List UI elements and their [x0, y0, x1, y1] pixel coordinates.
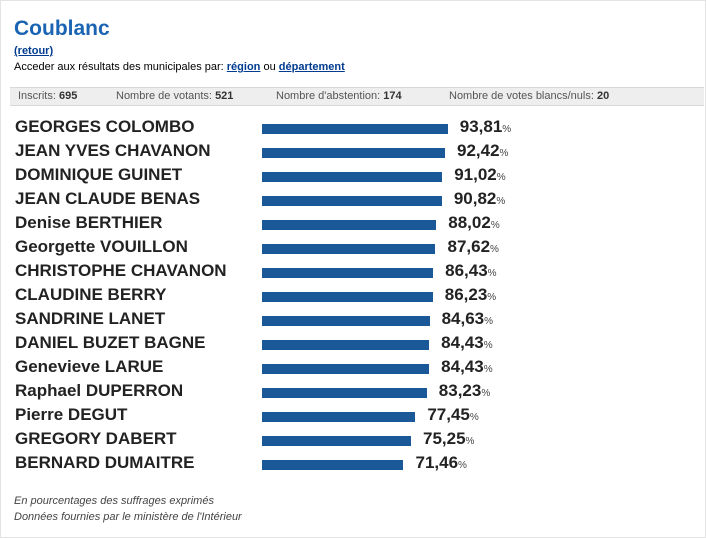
candidate-name: GEORGES COLOMBO — [15, 117, 195, 136]
departement-link[interactable]: département — [278, 61, 345, 73]
candidate-name: CHRISTOPHE CHAVANON — [15, 261, 227, 280]
back-link[interactable]: (retour) — [14, 45, 54, 57]
vote-percentage-value: 84,43 — [441, 357, 484, 376]
vote-percentage-value: 75,25 — [422, 429, 466, 448]
vote-percentage-value: 83,23 — [438, 381, 482, 400]
vote-bar — [262, 220, 437, 230]
stat-inscrits: Inscrits: 695 — [18, 90, 77, 102]
stat-abstention: Nombre d'abstention: 174 — [276, 90, 402, 102]
stat-abstention-value: 174 — [383, 90, 402, 102]
vote-bar — [262, 172, 443, 182]
vote-percentage: 71,46% — [415, 452, 466, 474]
vote-percentage: 93,81% — [460, 116, 511, 138]
vote-percentage-value: 84,63 — [441, 309, 485, 328]
vote-percentage-unit: % — [490, 244, 499, 255]
vote-bar — [262, 316, 430, 326]
vote-percentage-value: 84,43 — [441, 333, 484, 352]
stat-inscrits-label: Inscrits: — [18, 90, 56, 102]
access-results-line: Acceder aux résultats des municipales pa… — [14, 61, 345, 73]
vote-bar — [262, 412, 416, 422]
region-link[interactable]: région — [226, 61, 261, 73]
vote-percentage-value: 86,43 — [445, 261, 488, 280]
vote-percentage-unit: % — [465, 436, 475, 447]
candidate-name: JEAN CLAUDE BENAS — [15, 189, 201, 208]
stat-inscrits-value: 695 — [58, 90, 78, 102]
vote-percentage: 75,25% — [423, 428, 474, 450]
vote-percentage: 86,23% — [445, 284, 496, 306]
vote-percentage-value: 77,45 — [427, 405, 470, 424]
vote-percentage: 84,43% — [441, 356, 492, 378]
footnote-source: Données fournies par le ministère de l'I… — [14, 511, 242, 523]
vote-percentage-unit: % — [483, 340, 493, 351]
vote-percentage: 77,45% — [427, 404, 478, 426]
vote-bar — [262, 460, 404, 470]
candidate-name: Georgette VOUILLON — [15, 237, 188, 256]
stat-abstention-label: Nombre d'abstention: — [276, 90, 381, 102]
vote-percentage-unit: % — [484, 316, 494, 327]
candidate-name: BERNARD DUMAITRE — [15, 453, 195, 472]
vote-bar — [262, 244, 436, 254]
vote-percentage-value: 90,82 — [453, 189, 497, 208]
access-text: Acceder aux résultats des municipales pa… — [14, 61, 224, 73]
vote-percentage: 84,63% — [442, 308, 493, 330]
vote-percentage-value: 91,02 — [454, 165, 497, 184]
vote-percentage-value: 88,02 — [448, 213, 491, 232]
vote-percentage-unit: % — [487, 268, 497, 279]
vote-bar — [262, 196, 442, 206]
vote-percentage-unit: % — [502, 124, 512, 135]
candidate-name: Denise BERTHIER — [15, 213, 163, 232]
candidate-name: Raphael DUPERRON — [15, 381, 184, 400]
vote-percentage-value: 87,62 — [447, 237, 491, 256]
candidate-name: SANDRINE LANET — [15, 309, 166, 328]
stat-votants-value: 521 — [215, 90, 234, 102]
candidate-name: DANIEL BUZET BAGNE — [15, 333, 206, 352]
vote-percentage: 84,43% — [441, 332, 492, 354]
vote-percentage-unit: % — [469, 412, 479, 423]
page-title: Coublanc — [14, 17, 110, 40]
vote-percentage-unit: % — [496, 196, 506, 207]
vote-percentage-unit: % — [483, 364, 493, 375]
candidate-name: CLAUDINE BERRY — [15, 285, 167, 304]
vote-percentage: 92,42% — [457, 140, 508, 162]
vote-bar — [262, 388, 427, 398]
vote-percentage: 83,23% — [439, 380, 490, 402]
vote-percentage: 91,02% — [454, 164, 505, 186]
stat-votants: Nombre de votants: 521 — [116, 90, 233, 102]
stat-votants-label: Nombre de votants: — [116, 90, 212, 102]
vote-percentage-value: 93,81 — [459, 117, 503, 136]
candidate-name: JEAN YVES CHAVANON — [15, 141, 211, 160]
candidate-name: DOMINIQUE GUINET — [15, 165, 183, 184]
vote-percentage-unit: % — [499, 148, 509, 159]
vote-bar — [262, 268, 434, 278]
vote-percentage-unit: % — [490, 220, 500, 231]
vote-percentage-unit: % — [487, 292, 497, 303]
vote-percentage-value: 71,46 — [415, 453, 459, 472]
vote-percentage: 86,43% — [445, 260, 496, 282]
stat-blancs-value: 20 — [596, 90, 610, 102]
vote-bar — [262, 124, 448, 134]
vote-percentage-unit: % — [496, 172, 506, 183]
candidate-name: Pierre DEGUT — [15, 405, 128, 424]
vote-percentage-value: 86,23 — [444, 285, 488, 304]
vote-bar — [262, 436, 411, 446]
vote-bar — [262, 292, 433, 302]
stats-bar: Inscrits: 695 Nombre de votants: 521 Nom… — [10, 87, 704, 106]
vote-percentage: 88,02% — [448, 212, 499, 234]
vote-percentage-unit: % — [458, 460, 467, 471]
candidate-name: Genevieve LARUE — [15, 357, 164, 376]
vote-percentage: 90,82% — [454, 188, 505, 210]
vote-percentage-value: 92,42 — [456, 141, 500, 160]
vote-percentage-unit: % — [481, 388, 491, 399]
footnote-percentages: En pourcentages des suffrages exprimés — [14, 495, 214, 507]
vote-bar — [262, 340, 430, 350]
candidate-name: GREGORY DABERT — [15, 429, 177, 448]
or-text: ou — [263, 61, 276, 73]
vote-bar — [262, 364, 430, 374]
vote-bar — [262, 148, 445, 158]
stat-blancs: Nombre de votes blancs/nuls: 20 — [449, 90, 609, 102]
vote-percentage: 87,62% — [447, 236, 498, 258]
stat-blancs-label: Nombre de votes blancs/nuls: — [449, 90, 594, 102]
